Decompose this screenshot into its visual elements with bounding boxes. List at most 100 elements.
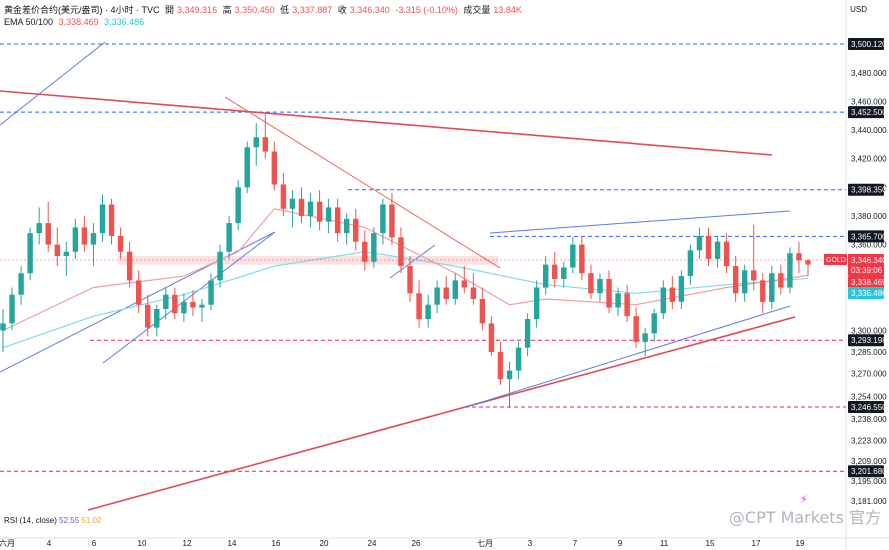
x-tick-label: 19 [796,539,805,548]
y-tick-label: 3,360.000 [851,241,887,250]
close-label: 收 [337,5,347,15]
candle-body [172,294,178,314]
candle-body [732,266,739,294]
price-tag: 3,452.500 [851,108,887,117]
candle-body [624,293,630,317]
candle-body [443,287,449,299]
candle-body [353,218,359,242]
candle-body [72,227,79,252]
candle-body [687,250,694,277]
ema100-tag-bg [848,287,884,299]
y-tick-label: 3,181.000 [851,497,887,506]
price-tag-bg [848,38,884,50]
ema50-tag-bg [848,276,884,288]
candle-body [416,293,422,320]
price-tag: 3,500.120 [851,40,887,49]
candle-body [307,201,314,216]
candle-body [696,236,703,251]
candle-body [135,280,142,305]
candle-body [606,278,612,308]
y-tick-label: 3,285.000 [851,348,887,357]
lightning-icon[interactable]: ⚡ [800,494,808,506]
symbol-title[interactable]: 黄金差价合约(美元/盎司) · 4小时 · TVC [4,5,160,15]
price-tag: 3,293.198 [851,336,887,345]
candle-body [289,198,296,209]
candle-body [389,204,395,238]
candle-body [669,287,676,302]
candle-body [181,301,187,314]
y-tick-label: 3,480.000 [851,69,887,78]
candle-body [561,267,567,279]
change-value: -3.315 (-0.10%) [395,5,458,15]
symbol-tag: GOLD [826,257,846,264]
y-tick-label: 3,460.000 [851,97,887,106]
price-tag: 3,398.350 [851,186,887,195]
ema100-value: 3,336.486 [104,17,145,27]
price-tag-bg [848,230,884,243]
x-tick-label: 24 [368,539,377,548]
candle-body [244,147,250,188]
candle-body [805,260,811,265]
x-tick-label: 3 [528,539,533,548]
x-tick-label: 15 [706,539,715,548]
high-label: 高 [222,5,232,15]
ema-legend[interactable]: EMA 50/100 3,338.469 3,336.486 [4,17,147,27]
candle-body [479,298,486,324]
candle-body [362,241,368,262]
candle-body [434,287,440,305]
candle-body [18,273,24,295]
candle-body [705,236,712,259]
candle-body [54,244,60,257]
open-value: 3,349.316 [177,5,218,15]
price-tag-bg [848,465,884,478]
candle-body [117,236,124,252]
x-tick-label: 16 [272,539,281,548]
rsi-legend[interactable]: RSI (14, close) 52.55 51.02 [4,516,101,525]
candle-body [597,278,603,294]
volume-label: 成交量 [463,5,491,15]
candle-body [280,184,287,209]
candle-body [253,137,259,148]
y-tick-label: 3,254.000 [851,392,887,401]
trend-line [389,244,436,279]
candle-body [99,204,106,234]
candle-body [208,280,214,305]
candle-body [108,204,115,237]
horizontal-levels [0,43,846,472]
candle-body [271,151,278,185]
candle-body [163,294,169,310]
y-tick-label: 3,380.000 [851,212,887,221]
rsi-label: RSI (14, close) [4,516,57,525]
x-tick-label: 4 [47,539,52,548]
high-value: 3,350.450 [234,5,275,15]
candle-body [45,223,51,245]
rsi-value-2: 51.02 [81,516,102,525]
chart-header: 黄金差价合约(美元/盎司) · 4小时 · TVC 開 3,349.316 高 3,… [4,3,525,16]
y-axis: 3,480.0003,460.0003,440.0003,420.0003,40… [851,69,887,506]
price-tag-bg [848,183,884,196]
candle-body [579,244,585,274]
candle-body [343,218,350,234]
y-tick-label: 3,238.000 [851,415,887,424]
watermark: @CPT Markets 官方 [728,508,881,527]
candle-body [488,323,495,352]
candle-body [497,351,504,380]
candle-body [615,293,621,308]
candle-body [714,241,721,259]
y-tick-label: 3,440.000 [851,126,887,135]
candle-body [760,280,766,302]
x-tick-label: 6 [92,539,97,548]
currency-label[interactable]: USD [850,5,867,14]
y-tick-label: 3,209.000 [851,457,887,466]
x-axis: 六月 4 6 10 12 14 16 20 24 26 七月 3 7 9 11 15 17 19 [0,538,805,548]
candle-body [506,370,513,380]
price-tag-bg [848,401,884,413]
candle-body [796,253,802,261]
candle-body [126,251,133,281]
candle-body [90,233,97,245]
candle-body [642,333,648,342]
ema-lines [2,208,809,349]
x-tick-label: 7 [573,539,578,548]
candle-body [533,287,540,320]
